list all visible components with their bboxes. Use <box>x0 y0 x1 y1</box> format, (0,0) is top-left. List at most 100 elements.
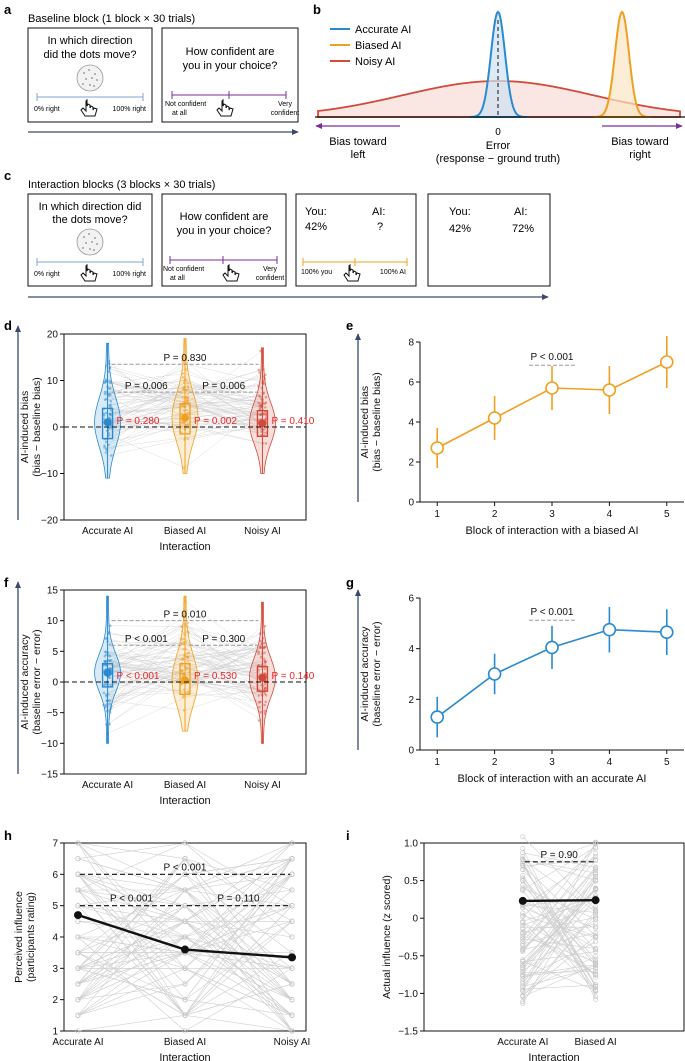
data-point <box>186 423 190 426</box>
x-tick-label: Accurate AI <box>52 1037 103 1048</box>
data-point <box>182 654 186 658</box>
panel-g-chart: AI-induced accuracy (baseline error − err… <box>354 589 684 785</box>
data-point <box>257 401 261 405</box>
subject-line <box>77 905 292 985</box>
x-tick-label: Biased AI <box>164 526 206 537</box>
data-point <box>183 673 187 677</box>
subject-point <box>520 957 526 963</box>
biased-distribution-curve <box>593 10 651 118</box>
data-point <box>264 417 267 421</box>
data-point <box>181 420 184 424</box>
plot-frame <box>423 842 685 1032</box>
data-point <box>106 683 109 687</box>
subject-line <box>522 863 596 987</box>
data-point <box>103 444 106 448</box>
subject-point <box>520 964 526 970</box>
data-point <box>259 639 263 643</box>
data-point <box>183 400 187 404</box>
legend-accurate: Accurate AI <box>355 24 411 36</box>
data-point <box>103 381 106 384</box>
x-tick-label: 1 <box>434 509 440 520</box>
data-point <box>261 428 265 432</box>
data-point <box>186 655 190 659</box>
data-point <box>261 652 264 655</box>
data-point <box>545 381 559 395</box>
subject-point <box>593 996 599 1002</box>
data-point <box>105 636 109 640</box>
subject-line <box>522 858 596 881</box>
hand-cursor-icon <box>216 98 234 117</box>
data-point <box>262 382 266 386</box>
data-point <box>184 396 188 399</box>
subject-point <box>520 850 526 856</box>
data-point <box>181 404 185 407</box>
x-tick-label: Noisy AI <box>244 780 281 791</box>
data-point <box>260 693 264 697</box>
data-point <box>186 630 190 633</box>
data-point <box>179 642 183 645</box>
data-point <box>260 663 264 666</box>
data-point <box>104 682 107 686</box>
subject-point <box>593 994 599 1000</box>
subject-line <box>522 968 596 977</box>
data-point <box>108 709 112 712</box>
comparison-p-value: P = 0.300 <box>202 634 245 645</box>
data-point <box>182 387 186 391</box>
data-point <box>261 402 265 405</box>
data-point <box>105 709 109 713</box>
y-tick-label: 15 <box>47 586 59 597</box>
data-point <box>102 691 106 695</box>
data-point <box>183 405 187 409</box>
subject-line <box>77 889 293 1000</box>
x-tick-label: Noisy AI <box>274 1037 311 1048</box>
dots-stimulus-icon <box>76 64 104 92</box>
data-point <box>261 685 265 688</box>
c-direction-question-l1: In which direction did <box>39 201 142 213</box>
subject-line <box>522 951 596 963</box>
data-point <box>109 403 112 407</box>
data-point <box>186 401 190 404</box>
y-tick-label: 0 <box>408 746 414 757</box>
data-point <box>260 401 264 405</box>
data-point <box>261 412 265 415</box>
data-point <box>179 637 183 641</box>
panel-label-d: d <box>4 318 12 333</box>
panel-h-chart: 1 2 3 4 5 6 7 Perceived influence (participants … <box>13 839 310 1061</box>
subject-line <box>522 923 596 945</box>
p-value-vs-zero: P = 0.530 <box>194 671 237 682</box>
interaction-screen-feedback <box>427 193 551 287</box>
subject-point <box>182 840 188 846</box>
data-point <box>109 624 112 627</box>
y-axis-label: Perceived influence <box>13 891 25 983</box>
y-tick-label: 0 <box>52 678 58 689</box>
data-point <box>181 696 185 699</box>
data-point <box>182 381 186 385</box>
data-point <box>108 643 112 646</box>
data-point <box>107 630 111 634</box>
data-point <box>108 699 111 702</box>
mean-marker-1 <box>181 413 189 422</box>
data-point <box>104 653 108 657</box>
data-point <box>257 719 261 722</box>
c-conf-right-l2: confident <box>256 275 284 282</box>
data-point <box>186 384 190 388</box>
data-point <box>102 414 106 417</box>
x-tick-label: 4 <box>607 509 613 520</box>
data-point <box>104 660 107 663</box>
subject-point <box>75 840 81 846</box>
data-point <box>183 691 187 694</box>
data-point <box>108 366 112 369</box>
data-point <box>257 701 261 704</box>
c4-you-value: 42% <box>449 223 471 235</box>
data-point <box>262 631 265 634</box>
c3-ai-value: ? <box>377 221 383 233</box>
x-axis-label: Interaction <box>528 1052 579 1061</box>
data-point <box>107 370 111 373</box>
a-confidence-question-l2: you in your choice? <box>183 60 278 72</box>
data-point <box>257 694 261 697</box>
subject-point <box>520 856 526 862</box>
subject-point <box>75 856 81 862</box>
data-point <box>104 397 108 401</box>
data-point <box>262 657 266 661</box>
subject-point <box>593 871 599 877</box>
